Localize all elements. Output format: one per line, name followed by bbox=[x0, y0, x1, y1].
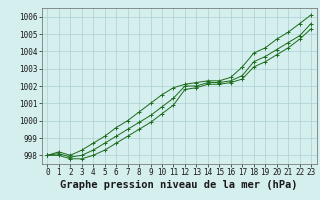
X-axis label: Graphe pression niveau de la mer (hPa): Graphe pression niveau de la mer (hPa) bbox=[60, 180, 298, 190]
